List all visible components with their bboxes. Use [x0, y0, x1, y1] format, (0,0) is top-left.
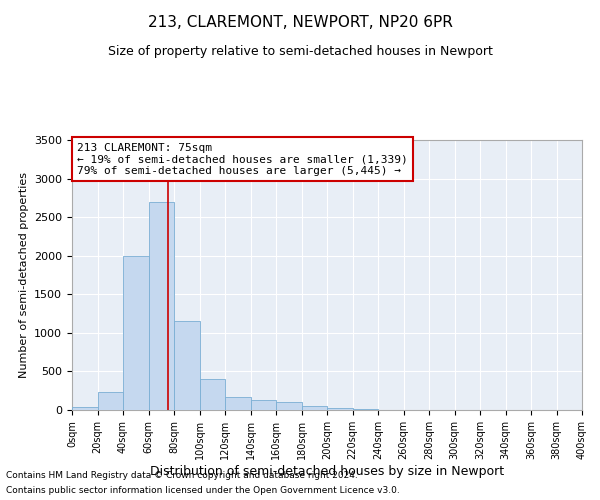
Text: Size of property relative to semi-detached houses in Newport: Size of property relative to semi-detach…: [107, 45, 493, 58]
Bar: [251, 400, 276, 410]
Bar: [302, 406, 327, 410]
Bar: [123, 256, 149, 410]
Text: Contains HM Land Registry data © Crown copyright and database right 2024.: Contains HM Land Registry data © Crown c…: [6, 471, 358, 480]
Bar: [174, 322, 199, 410]
Text: 213 CLAREMONT: 75sqm
← 19% of semi-detached houses are smaller (1,339)
79% of se: 213 CLAREMONT: 75sqm ← 19% of semi-detac…: [77, 142, 408, 176]
Bar: [225, 396, 251, 410]
Bar: [276, 402, 302, 410]
Bar: [97, 392, 123, 410]
Bar: [327, 408, 353, 410]
Text: 213, CLAREMONT, NEWPORT, NP20 6PR: 213, CLAREMONT, NEWPORT, NP20 6PR: [148, 15, 452, 30]
Text: Contains public sector information licensed under the Open Government Licence v3: Contains public sector information licen…: [6, 486, 400, 495]
Bar: [149, 202, 174, 410]
X-axis label: Distribution of semi-detached houses by size in Newport: Distribution of semi-detached houses by …: [150, 464, 504, 477]
Bar: [72, 407, 97, 410]
Bar: [199, 379, 225, 410]
Y-axis label: Number of semi-detached properties: Number of semi-detached properties: [19, 172, 29, 378]
Bar: [353, 409, 378, 410]
